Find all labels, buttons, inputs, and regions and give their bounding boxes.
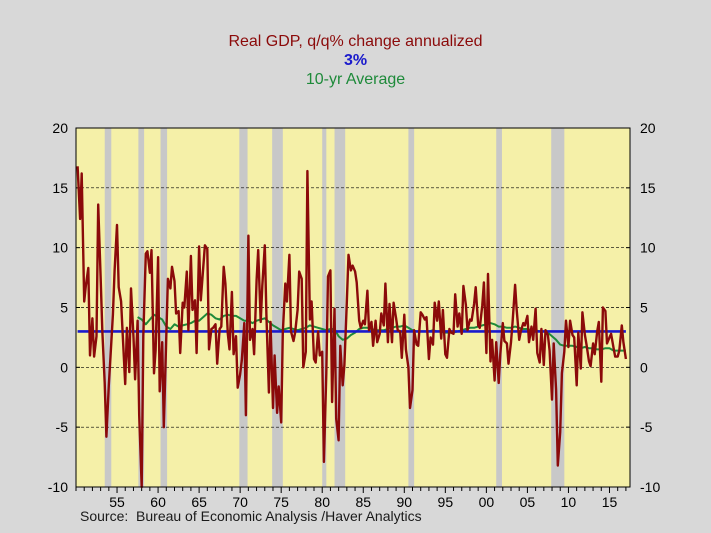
x-tick-label: 75 <box>273 494 289 510</box>
y-tick-label-left: 15 <box>52 180 68 196</box>
x-tick-label: 85 <box>355 494 371 510</box>
y-tick-label-right: -10 <box>640 479 660 495</box>
y-tick-label-right: 15 <box>640 180 656 196</box>
x-tick-label: 05 <box>520 494 536 510</box>
source-note: Source: Bureau of Economic Analysis /Hav… <box>80 508 422 524</box>
y-tick-label-left: 5 <box>60 300 68 316</box>
x-tick-label: 55 <box>109 494 125 510</box>
gdp-growth-line <box>76 166 628 489</box>
plot-frame <box>75 127 631 488</box>
recession-band-5 <box>322 128 327 487</box>
y-tick-label-right: 20 <box>640 120 656 136</box>
y-tick-label-right: 5 <box>640 300 648 316</box>
recession-band-8 <box>496 128 502 487</box>
y-tick-label-left: 0 <box>60 359 68 375</box>
x-tick-label: 95 <box>438 494 454 510</box>
x-tick-label: 80 <box>314 494 330 510</box>
y-tick-label-left: 20 <box>52 120 68 136</box>
chart-title: Real GDP, q/q% change annualized <box>228 33 483 50</box>
y-tick-label-right: 0 <box>640 359 648 375</box>
x-tick-label: 90 <box>397 494 413 510</box>
x-tick-label: 15 <box>602 494 618 510</box>
subtitle-3pct: 3% <box>343 52 368 69</box>
y-tick-label-right: -5 <box>640 419 653 435</box>
x-tick-label: 70 <box>232 494 248 510</box>
y-tick-label-right: 10 <box>640 240 656 256</box>
y-tick-label-left: 10 <box>52 240 68 256</box>
y-tick-label-left: -5 <box>56 419 69 435</box>
x-tick-label: 60 <box>150 494 166 510</box>
x-tick-label: 65 <box>191 494 207 510</box>
chart-titles: Real GDP, q/q% change annualized 3% 10-y… <box>0 32 711 89</box>
subtitle-10yr-average: 10-yr Average <box>305 71 406 88</box>
recession-band-6 <box>334 128 346 487</box>
y-tick-label-left: -10 <box>48 479 68 495</box>
x-tick-label: 00 <box>479 494 495 510</box>
x-tick-label: 10 <box>561 494 577 510</box>
